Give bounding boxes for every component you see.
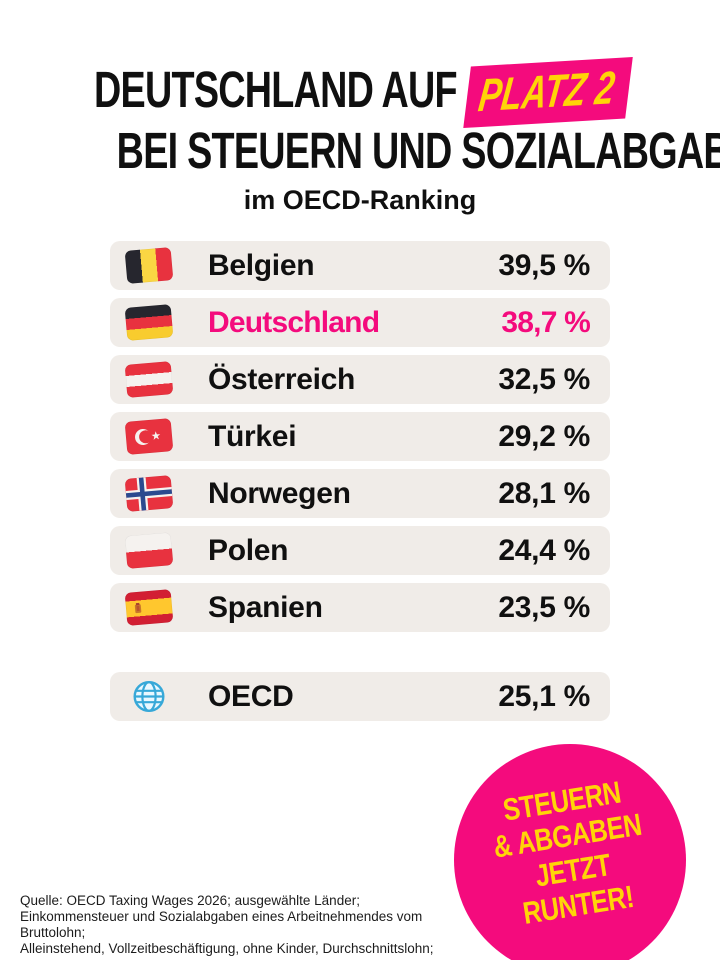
ranking-row-belgien: Belgien 39,5 % <box>110 241 610 290</box>
country-name: Norwegen <box>208 476 351 510</box>
country-value: 32,5 % <box>498 362 590 396</box>
belgium-flag-icon <box>124 247 174 284</box>
headline-prefix: DEUTSCHLAND AUF <box>94 61 458 118</box>
source-note: Quelle: OECD Taxing Wages 2026; ausgewäh… <box>20 893 490 957</box>
headline-line2: BEI STEUERN UND SOZIALABGABEN <box>116 122 720 179</box>
ranking-row-sterreich: Österreich 32,5 % <box>110 355 610 404</box>
source-line: Alleinstehend, Vollzeitbeschäftigung, oh… <box>20 941 434 956</box>
subtitle: im OECD-Ranking <box>243 185 477 215</box>
country-value: 38,7 % <box>501 305 590 339</box>
ranking-list: Belgien 39,5 % Deutschland 38,7 % Österreich… <box>110 241 610 729</box>
country-value: 23,5 % <box>498 590 590 624</box>
headline-line1: DEUTSCHLAND AUF PLATZ 2 <box>0 56 720 129</box>
title-block: DEUTSCHLAND AUF PLATZ 2 BEI STEUERN UND S… <box>0 56 720 216</box>
platz2-highlight-box: PLATZ 2 <box>463 56 634 129</box>
country-value: 24,4 % <box>498 533 590 567</box>
country-name: Deutschland <box>208 305 380 339</box>
country-name: Polen <box>208 533 289 567</box>
spain-flag-icon <box>124 589 174 626</box>
ranking-row-trkei: Türkei 29,2 % <box>110 412 610 461</box>
source-line: Einkommensteuer und Sozialabgaben eines … <box>20 909 423 940</box>
source-line: Quelle: OECD Taxing Wages 2026; ausgewäh… <box>20 893 360 908</box>
platz2-highlight-text: PLATZ 2 <box>476 60 618 122</box>
ranking-row-norwegen: Norwegen 28,1 % <box>110 469 610 518</box>
country-value: 39,5 % <box>498 248 590 282</box>
poland-flag-icon <box>124 532 174 569</box>
country-name: Belgien <box>208 248 315 282</box>
ranking-row-spanien: Spanien 23,5 % <box>110 583 610 632</box>
globe-icon <box>126 680 172 713</box>
country-value: 28,1 % <box>498 476 590 510</box>
country-value: 25,1 % <box>498 679 590 713</box>
country-name: Spanien <box>208 590 323 624</box>
austria-flag-icon <box>124 361 174 398</box>
campaign-badge-text: STEUERN & ABGABEN JETZT RUNTER! <box>485 772 654 934</box>
ranking-row-oecd: OECD 25,1 % <box>110 672 610 721</box>
ranking-row-polen: Polen 24,4 % <box>110 526 610 575</box>
germany-flag-icon <box>124 304 174 341</box>
ranking-row-deutschland: Deutschland 38,7 % <box>110 298 610 347</box>
country-name: Österreich <box>208 362 356 396</box>
country-name: Türkei <box>208 419 297 453</box>
campaign-badge: STEUERN & ABGABEN JETZT RUNTER! <box>454 744 686 960</box>
turkey-flag-icon <box>124 418 174 455</box>
norway-flag-icon <box>124 475 174 512</box>
country-name: OECD <box>208 679 294 713</box>
country-value: 29,2 % <box>498 419 590 453</box>
